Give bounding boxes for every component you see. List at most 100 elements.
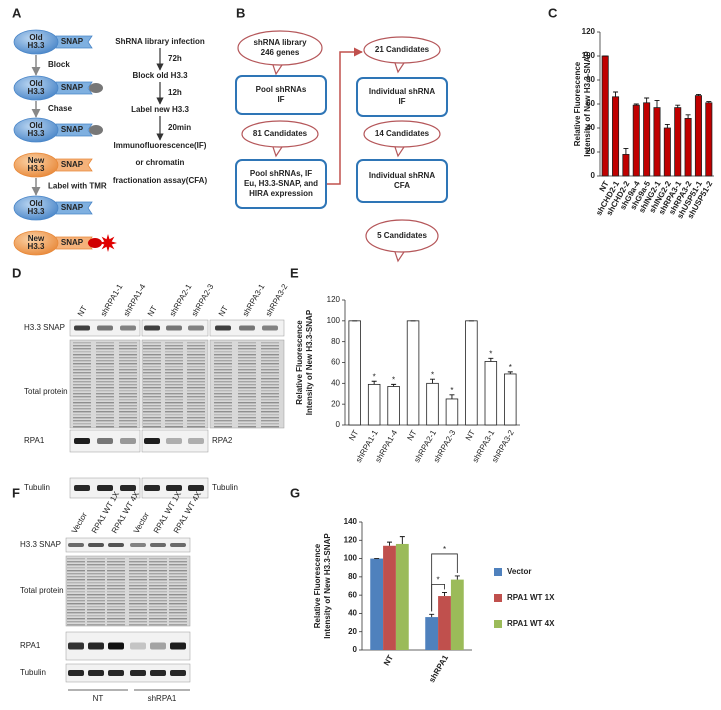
protein-band <box>87 594 105 596</box>
panel-label: A <box>12 5 22 20</box>
step-box <box>235 159 327 209</box>
y-tick-label: 20 <box>586 147 595 156</box>
protein-band <box>96 390 114 392</box>
protein-band <box>119 348 137 350</box>
protein-band <box>73 378 91 380</box>
significance-marker: * <box>392 375 395 384</box>
protein-band <box>261 426 279 428</box>
y-axis-label: Relative Fluorescence <box>313 543 322 628</box>
protein-band <box>73 354 91 356</box>
protein-band <box>261 366 279 368</box>
protein-band <box>261 387 279 389</box>
row-label: Tubulin <box>20 668 46 677</box>
protein-band <box>73 384 91 386</box>
tag-label: SNAP <box>61 160 84 169</box>
band <box>97 485 113 491</box>
band <box>262 325 278 331</box>
protein-band <box>67 621 85 623</box>
protein-band <box>87 564 105 566</box>
bubble <box>363 36 441 64</box>
protein-band <box>261 351 279 353</box>
protein-band <box>261 405 279 407</box>
histone-label: New <box>28 156 45 165</box>
protein-band <box>261 390 279 392</box>
significance-marker: * <box>450 386 453 395</box>
protein-band <box>73 372 91 374</box>
protein-band <box>119 423 137 425</box>
protein-band <box>119 369 137 371</box>
protein-band <box>129 609 147 611</box>
interval-label: 20min <box>168 123 191 132</box>
protein-band <box>165 375 183 377</box>
protein-band <box>149 567 167 569</box>
protein-band <box>187 399 205 401</box>
protein-band <box>119 393 137 395</box>
protein-band <box>143 393 161 395</box>
protein-band <box>187 402 205 404</box>
protein-band <box>67 567 85 569</box>
error-bar <box>706 101 712 103</box>
y-tick-label: 120 <box>582 27 596 36</box>
protein-band <box>187 408 205 410</box>
band <box>74 438 90 444</box>
band <box>130 642 146 650</box>
error-bar <box>442 591 447 597</box>
protein-band <box>107 594 125 596</box>
row-label: H3.3 SNAP <box>20 540 61 549</box>
protein-band <box>119 351 137 353</box>
protein-band <box>238 345 256 347</box>
step-box <box>235 75 327 115</box>
protein-band <box>143 417 161 419</box>
protein-band <box>143 351 161 353</box>
protein-band <box>261 348 279 350</box>
protein-band <box>261 420 279 422</box>
protein-band <box>261 408 279 410</box>
protein-band <box>238 381 256 383</box>
protein-band <box>238 342 256 344</box>
protein-band <box>87 567 105 569</box>
protein-band <box>119 387 137 389</box>
protein-band <box>149 579 167 581</box>
protein-band <box>87 624 105 626</box>
protein-band <box>96 354 114 356</box>
protein-band <box>96 405 114 407</box>
protein-band <box>96 420 114 422</box>
error-bar <box>454 575 460 580</box>
protein-band <box>107 567 125 569</box>
protein-band <box>165 345 183 347</box>
protein-band <box>143 378 161 380</box>
histone-label: Old <box>29 199 42 208</box>
protein-band <box>96 411 114 413</box>
protein-band <box>165 396 183 398</box>
protein-band <box>261 342 279 344</box>
node-text: CFA <box>394 181 410 190</box>
protein-band <box>238 384 256 386</box>
band <box>108 642 124 650</box>
protein-band <box>165 402 183 404</box>
error-bar <box>633 103 639 106</box>
protein-band <box>129 561 147 563</box>
bar <box>348 320 361 426</box>
bar <box>663 127 671 177</box>
x-tick-label: NT <box>464 428 477 442</box>
bar <box>694 95 702 177</box>
protein-band <box>119 396 137 398</box>
protein-band <box>87 621 105 623</box>
protein-band <box>107 603 125 605</box>
legend-swatch <box>494 568 502 576</box>
protein-band <box>214 417 232 419</box>
legend-label: Vector <box>507 567 531 576</box>
protein-band <box>129 573 147 575</box>
interval-label: 72h <box>168 54 182 63</box>
protein-band <box>96 348 114 350</box>
protein-band <box>238 351 256 353</box>
lane-label: shRPA1-1 <box>99 282 125 318</box>
y-tick-label: 0 <box>336 420 341 429</box>
node-text: Pool shRNAs, IF <box>250 169 312 178</box>
step-label: Label with TMR <box>48 182 107 191</box>
lane-label: shRPA1-4 <box>122 282 148 318</box>
protein-band <box>169 570 187 572</box>
protein-band <box>96 375 114 377</box>
protocol-step: Immunofluorescence(IF) <box>114 141 207 150</box>
bubble <box>241 120 319 148</box>
